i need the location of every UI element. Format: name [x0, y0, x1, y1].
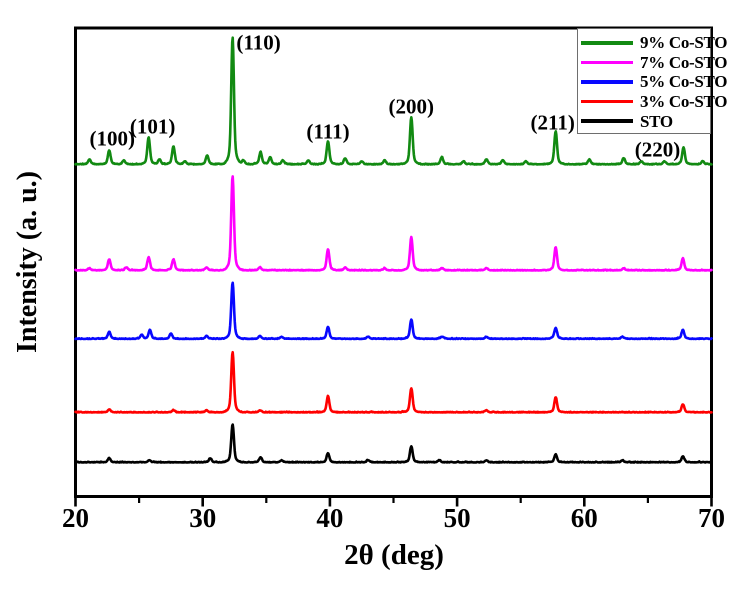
legend-entry: 3% Co-STO: [578, 92, 728, 112]
y-axis-label: Intensity (a. u.): [12, 170, 43, 354]
legend-label: 3% Co-STO: [640, 92, 728, 112]
x-tick-label-70: 70: [698, 503, 725, 533]
legend-entry: STO: [578, 111, 710, 131]
legend-label: 5% Co-STO: [640, 72, 728, 92]
trace-3-co-sto: [74, 350, 713, 414]
legend-line-sample: [581, 41, 633, 45]
legend-entry: 9% Co-STO: [578, 33, 728, 53]
x-tick-label-30: 30: [189, 503, 217, 533]
legend-label: 9% Co-STO: [640, 33, 728, 53]
peak-label-101: (101): [129, 114, 176, 139]
legend-entry: 5% Co-STO: [578, 72, 728, 92]
trace-5-co-sto: [74, 281, 713, 341]
legend: 9% Co-STO 7% Co-STO 5% Co-STO 3% Co-STO STO: [577, 28, 728, 134]
trace-9-co-sto: [74, 36, 713, 166]
peak-label-111: (111): [306, 119, 350, 144]
peak-label-220: (220): [634, 137, 681, 162]
legend-entry: 7% Co-STO: [578, 53, 728, 73]
legend-line-sample: [581, 99, 633, 104]
legend-label: STO: [640, 111, 673, 131]
peak-label-200: (200): [388, 94, 435, 119]
x-axis-label: 2θ (deg): [344, 539, 444, 571]
legend-line-sample: [581, 60, 633, 65]
peak-label-100: (100): [89, 126, 135, 151]
legend-label: 7% Co-STO: [640, 52, 728, 72]
legend-line-sample: [581, 119, 633, 123]
legend-line-sample: [581, 80, 633, 84]
x-tick-label-50: 50: [443, 503, 471, 533]
plot-frame: [74, 26, 713, 498]
x-tick-label-20: 20: [62, 503, 89, 533]
peak-label-110: (110): [236, 30, 281, 55]
trace-7-co-sto: [74, 175, 713, 272]
peak-label-211: (211): [530, 110, 575, 135]
x-tick-label-60: 60: [570, 503, 598, 533]
x-tick-label-40: 40: [316, 503, 344, 533]
trace-sto: [74, 423, 713, 464]
